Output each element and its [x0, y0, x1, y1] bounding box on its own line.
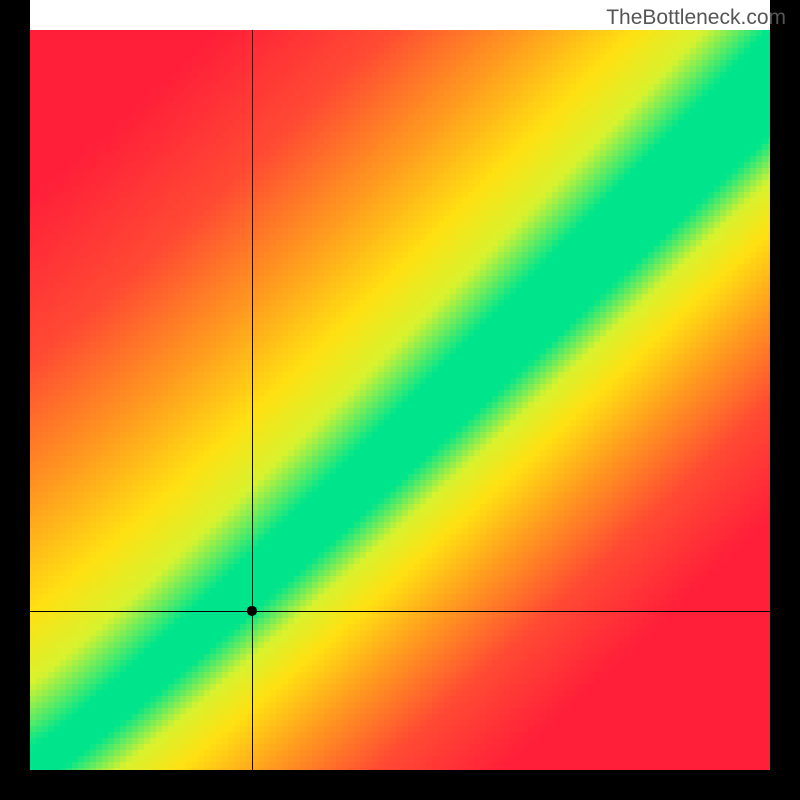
watermark-text: TheBottleneck.com: [606, 6, 786, 30]
chart-container: TheBottleneck.com: [0, 0, 800, 800]
bottleneck-heatmap: [0, 0, 800, 800]
